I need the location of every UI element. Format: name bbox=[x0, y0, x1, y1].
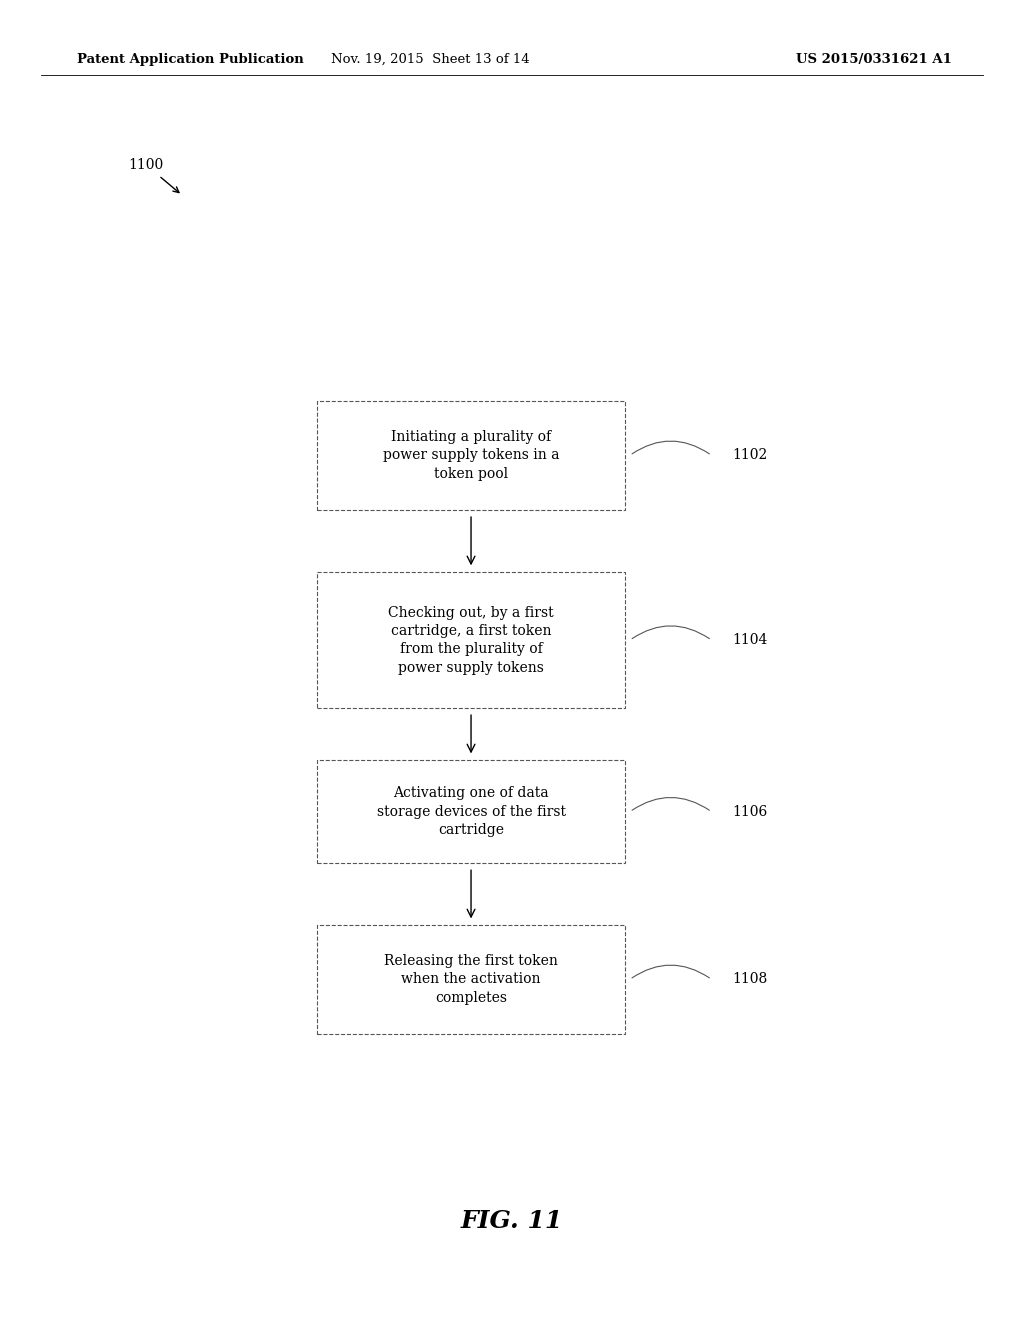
Text: 1108: 1108 bbox=[732, 973, 767, 986]
Text: Activating one of data
storage devices of the first
cartridge: Activating one of data storage devices o… bbox=[377, 787, 565, 837]
Text: Patent Application Publication: Patent Application Publication bbox=[77, 53, 303, 66]
Text: 1102: 1102 bbox=[732, 449, 767, 462]
Bar bbox=[317, 760, 625, 863]
Text: Initiating a plurality of
power supply tokens in a
token pool: Initiating a plurality of power supply t… bbox=[383, 430, 559, 480]
Bar bbox=[317, 573, 625, 708]
Bar bbox=[317, 401, 625, 510]
Text: 1104: 1104 bbox=[732, 634, 768, 647]
Text: 1106: 1106 bbox=[732, 805, 767, 818]
Text: Nov. 19, 2015  Sheet 13 of 14: Nov. 19, 2015 Sheet 13 of 14 bbox=[331, 53, 529, 66]
Text: Releasing the first token
when the activation
completes: Releasing the first token when the activ… bbox=[384, 954, 558, 1005]
Text: 1100: 1100 bbox=[128, 158, 163, 172]
Text: FIG. 11: FIG. 11 bbox=[461, 1209, 563, 1233]
Bar bbox=[317, 925, 625, 1034]
Text: Checking out, by a first
cartridge, a first token
from the plurality of
power su: Checking out, by a first cartridge, a fi… bbox=[388, 606, 554, 675]
Text: US 2015/0331621 A1: US 2015/0331621 A1 bbox=[797, 53, 952, 66]
